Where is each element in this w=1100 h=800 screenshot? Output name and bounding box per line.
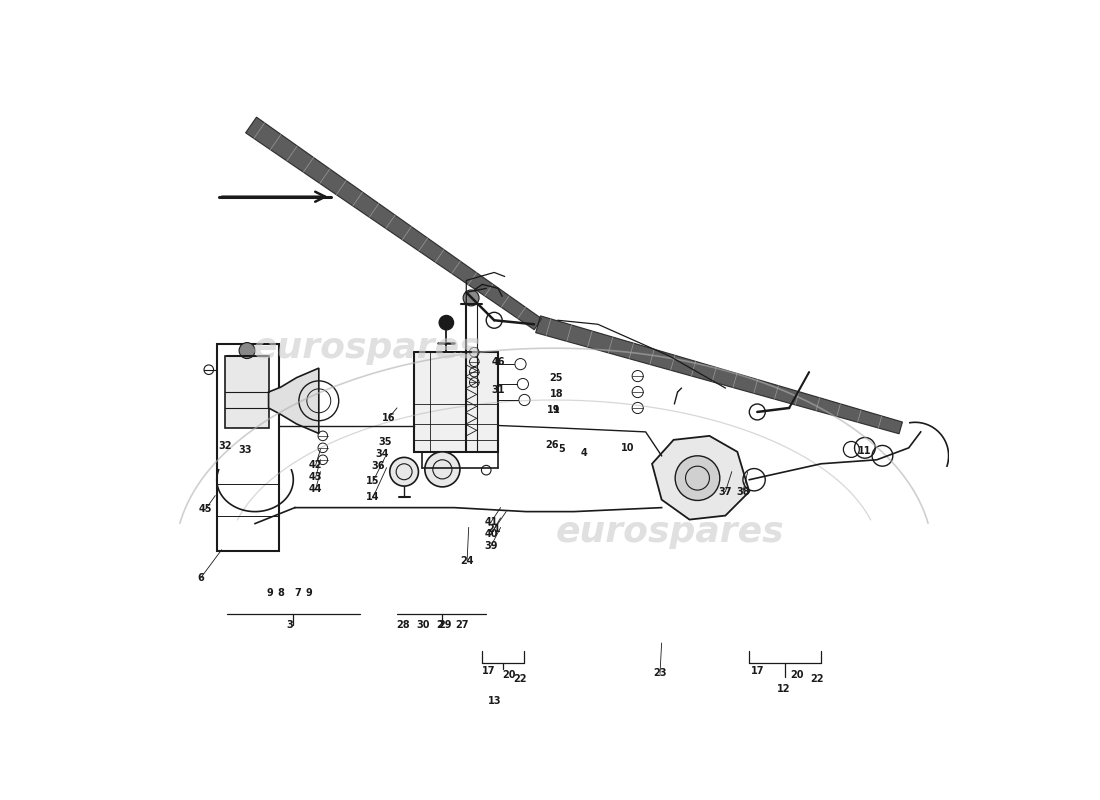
Polygon shape xyxy=(268,368,319,434)
Text: 15: 15 xyxy=(366,476,379,486)
Polygon shape xyxy=(245,117,542,330)
Text: 22: 22 xyxy=(513,674,527,684)
Text: eurospares: eurospares xyxy=(252,331,481,365)
Text: 6: 6 xyxy=(197,573,205,582)
Circle shape xyxy=(486,312,503,328)
Text: 43: 43 xyxy=(309,472,322,482)
Text: 40: 40 xyxy=(484,529,498,539)
Polygon shape xyxy=(536,316,902,434)
Text: 30: 30 xyxy=(417,620,430,630)
Text: 46: 46 xyxy=(492,357,505,366)
Text: 28: 28 xyxy=(396,620,410,630)
Text: 18: 18 xyxy=(550,390,563,399)
Circle shape xyxy=(463,290,478,306)
Text: 27: 27 xyxy=(455,620,469,630)
Text: 45: 45 xyxy=(199,504,212,514)
Text: 36: 36 xyxy=(371,461,385,471)
Text: 9: 9 xyxy=(266,588,273,598)
Circle shape xyxy=(389,458,418,486)
Text: 19: 19 xyxy=(547,406,561,415)
Text: 26: 26 xyxy=(546,441,559,450)
Text: 23: 23 xyxy=(653,669,667,678)
Text: 34: 34 xyxy=(376,450,389,459)
Text: 32: 32 xyxy=(219,442,232,451)
Bar xyxy=(415,352,498,452)
Circle shape xyxy=(675,456,719,501)
Text: 22: 22 xyxy=(811,674,824,684)
Text: 31: 31 xyxy=(492,385,505,394)
Text: 5: 5 xyxy=(559,445,565,454)
Text: 20: 20 xyxy=(791,670,804,680)
Circle shape xyxy=(425,452,460,487)
Text: 4: 4 xyxy=(581,449,587,458)
Text: 25: 25 xyxy=(550,374,563,383)
Text: 29: 29 xyxy=(438,620,451,630)
Text: 9: 9 xyxy=(306,588,312,598)
Circle shape xyxy=(439,315,453,330)
Text: 17: 17 xyxy=(482,666,495,676)
Text: 37: 37 xyxy=(718,486,733,497)
Text: 8: 8 xyxy=(277,588,284,598)
Text: 10: 10 xyxy=(620,443,634,453)
Text: eurospares: eurospares xyxy=(556,514,784,549)
Text: 11: 11 xyxy=(858,446,871,456)
Text: 33: 33 xyxy=(238,446,252,455)
Text: 41: 41 xyxy=(484,517,498,527)
Text: 38: 38 xyxy=(736,486,750,497)
Text: 1: 1 xyxy=(553,405,560,414)
Text: 16: 16 xyxy=(382,413,396,422)
Text: 42: 42 xyxy=(309,460,322,470)
Text: 14: 14 xyxy=(366,492,379,502)
Text: 7: 7 xyxy=(294,588,300,598)
Text: 24: 24 xyxy=(460,556,474,566)
Text: 3: 3 xyxy=(286,620,293,630)
Circle shape xyxy=(749,404,766,420)
Text: 2: 2 xyxy=(437,620,443,630)
Text: 17: 17 xyxy=(750,666,764,676)
Text: 39: 39 xyxy=(484,541,498,551)
Text: 12: 12 xyxy=(777,683,790,694)
Text: 20: 20 xyxy=(502,670,515,680)
Text: 44: 44 xyxy=(309,484,322,494)
Polygon shape xyxy=(652,436,749,519)
Text: 21: 21 xyxy=(487,524,500,534)
Text: 13: 13 xyxy=(487,696,500,706)
Text: 35: 35 xyxy=(378,438,392,447)
Circle shape xyxy=(239,342,255,358)
Bar xyxy=(217,344,279,551)
Bar xyxy=(224,356,268,428)
